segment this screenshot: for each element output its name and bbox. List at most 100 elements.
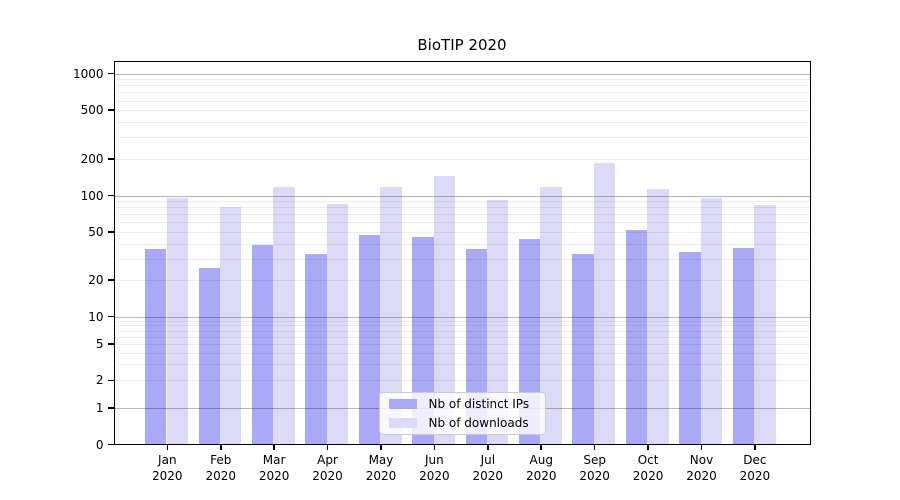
x-tick-oct (647, 445, 649, 450)
bar-dec-distinct-ips (732, 247, 755, 445)
bar-sep-downloads (593, 162, 616, 445)
x-tick-label-jul: Jul 2020 (472, 453, 504, 483)
gridline-8 (113, 325, 811, 327)
y-tick-label-100: 100 (80, 188, 104, 203)
y-tick-1000 (107, 72, 114, 75)
x-tick-feb (219, 445, 222, 450)
y-tick-label-20: 20 (88, 273, 104, 288)
bar-jan-downloads (166, 198, 188, 445)
y-tick-label-0: 0 (95, 437, 104, 452)
gridline-20 (113, 280, 811, 282)
y-tick-0 (107, 443, 114, 446)
x-tick-label-aug: Aug 2020 (525, 453, 557, 483)
gridline-700 (113, 92, 811, 94)
gridline-90 (113, 201, 811, 203)
x-tick-label-oct: Oct 2020 (632, 453, 664, 483)
bar-nov-downloads (700, 197, 723, 445)
bar-feb-distinct-ips (198, 268, 220, 445)
bar-dec-downloads (754, 205, 776, 445)
bar-apr-distinct-ips (305, 253, 327, 445)
bar-nov-distinct-ips (679, 252, 701, 445)
y-tick-label-1: 1 (95, 401, 104, 415)
gridline-80 (113, 207, 811, 209)
x-tick-apr (326, 445, 329, 450)
gridline-60 (113, 222, 811, 224)
gridline-200 (113, 158, 811, 160)
gridline-4 (113, 352, 811, 354)
legend-label: Nb of downloads (428, 415, 529, 430)
gridline-7 (113, 330, 811, 332)
x-tick-jan (166, 445, 169, 450)
gridline-900 (113, 79, 811, 81)
chart-title: BioTIP 2020 (417, 36, 507, 54)
grid-layer (113, 61, 811, 445)
x-tick-label-apr: Apr 2020 (312, 453, 343, 483)
x-tick-label-nov: Nov 2020 (686, 453, 717, 483)
gridline-300 (113, 137, 811, 139)
legend-swatch-distinct-ips (388, 399, 417, 410)
x-tick-jul (487, 445, 489, 450)
y-tick-label-500: 500 (80, 103, 104, 118)
legend: Nb of distinct IPs Nb of downloads (378, 392, 546, 435)
gridline-30 (113, 258, 811, 260)
gridline-70 (113, 214, 811, 216)
gridline-400 (113, 122, 811, 124)
x-tick-label-feb: Feb 2020 (205, 453, 236, 483)
gridline-10 (113, 316, 811, 318)
legend-item-downloads: Nb of downloads (388, 414, 545, 433)
gridline-40 (113, 243, 811, 245)
y-tick-label-200: 200 (80, 151, 104, 166)
bar-feb-downloads (219, 207, 242, 445)
legend-item-distinct-ips: Nb of distinct IPs (388, 395, 545, 414)
y-tick-20 (107, 279, 114, 281)
x-tick-label-jun: Jun 2020 (419, 453, 450, 483)
y-tick-5 (107, 343, 114, 345)
gridline-500 (113, 110, 811, 112)
bar-jul-downloads (487, 199, 509, 445)
legend-label: Nb of distinct IPs (428, 397, 530, 412)
gridline-800 (113, 85, 811, 87)
gridline-50 (113, 231, 811, 233)
bar-apr-downloads (326, 204, 349, 445)
bar-may-distinct-ips (358, 235, 381, 445)
x-tick-jun (433, 445, 436, 450)
x-tick-label-mar: Mar 2020 (258, 453, 290, 483)
x-tick-nov (700, 445, 703, 450)
y-tick-10 (107, 315, 114, 318)
gridline-9 (113, 320, 811, 322)
y-tick-label-10: 10 (88, 309, 104, 324)
gridline-100 (113, 195, 811, 197)
y-tick-label-50: 50 (88, 224, 104, 239)
gridline-5 (113, 344, 811, 346)
x-tick-dec (754, 445, 756, 450)
bar-aug-downloads (540, 187, 562, 445)
y-tick-100 (107, 194, 114, 197)
bar-jun-downloads (433, 175, 455, 445)
y-tick-label-5: 5 (95, 337, 104, 352)
legend-swatch-downloads (388, 417, 417, 428)
gridline-600 (113, 100, 811, 102)
gridline-2 (113, 380, 811, 382)
y-tick-label-1000: 1000 (72, 66, 104, 81)
y-tick-200 (107, 157, 114, 160)
y-tick-500 (107, 109, 114, 112)
y-tick-50 (107, 231, 114, 233)
x-tick-aug (540, 445, 543, 450)
x-tick-mar (273, 445, 275, 450)
bar-oct-downloads (647, 188, 669, 445)
gridline-6 (113, 336, 811, 338)
y-tick-2 (107, 379, 114, 382)
bar-mar-distinct-ips (251, 244, 274, 445)
bar-sep-distinct-ips (572, 253, 594, 445)
gridline-1000 (113, 73, 811, 75)
x-tick-label-may: May 2020 (365, 453, 397, 483)
bar-mar-downloads (273, 186, 295, 445)
x-tick-label-dec: Dec 2020 (739, 453, 771, 483)
y-tick-1 (107, 407, 114, 409)
y-tick-label-2: 2 (95, 373, 104, 388)
x-tick-label-jan: Jan 2020 (152, 453, 183, 483)
bar-oct-distinct-ips (625, 229, 648, 445)
x-tick-label-sep: Sep 2020 (579, 453, 610, 483)
x-tick-may (380, 445, 382, 450)
